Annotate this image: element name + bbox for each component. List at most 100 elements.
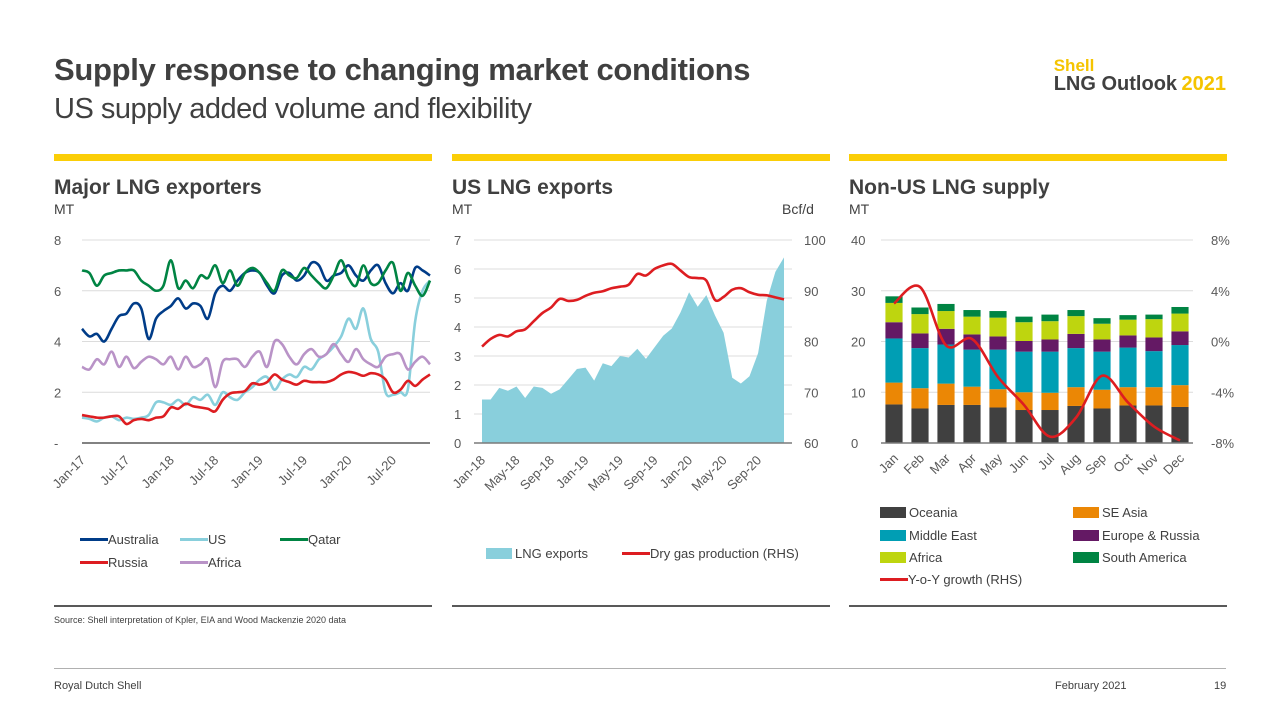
legend-swatch [880,530,906,541]
bar-segment-middle-east [911,348,929,389]
x-tick-label: Jan-18 [138,453,177,492]
legend-swatch [622,552,650,555]
bar-segment-south-america [911,307,929,315]
bar-segment-oceania [989,407,1007,443]
page-subtitle: US supply added volume and flexibility [54,93,532,125]
legend-item-qatar: Qatar [280,532,341,547]
bar-segment-oceania [1171,406,1189,443]
bar-segment-se-asia [1171,385,1189,407]
legend-label: LNG exports [515,546,588,561]
legend-label: South America [1102,550,1187,565]
legend-item-africa: Africa [180,555,241,570]
x-tick-label: Jul-19 [275,453,311,489]
y-tick-label: - [54,436,58,451]
bar-segment-middle-east [1041,351,1059,393]
x-tick-label: May [977,450,1005,478]
y-tick-label-left: 0 [454,436,461,451]
legend-label: Dry gas production (RHS) [650,546,799,561]
y-tick-label-right: -8% [1211,436,1235,451]
bar-segment-south-america [1119,315,1137,320]
bar-segment-africa [1171,313,1189,332]
chart-title: US LNG exports [452,176,614,199]
chart-us-lng-exports: 0123456760708090100Jan-18May-18Sep-18Jan… [449,233,826,494]
bar-segment-oceania [1145,405,1163,443]
bar-segment-europe-russia [1015,340,1033,352]
panel-us-lng-exports: US LNG exports MT Bcf/d 0 1 2 3 4 5 6 7 60 70 80 90… [449,154,830,607]
legend-swatch [880,578,908,581]
y-tick-label-left: 5 [454,291,461,306]
legend-label: Africa [208,555,242,570]
x-tick-label: Nov [1134,450,1161,477]
y-axis-unit: MT [849,201,870,217]
legend-swatch [486,548,512,559]
y-tick-label-right: 0% [1211,335,1230,350]
bar-segment-europe-russia [1171,331,1189,346]
x-tick-label: Oct [1110,450,1135,475]
panel-non-us-supply: Non-US LNG supply MT 0 -8% 10 -4% 20 0% 30 4% 40… [849,154,1235,607]
bar-segment-africa [1093,323,1111,340]
y-tick-label: 8 [54,233,61,248]
page-title: Supply response to changing market condi… [54,52,751,87]
panel-divider [54,605,432,607]
y-tick-label-right: 80 [804,335,818,350]
legend-swatch [180,538,208,541]
series-line-africa [81,338,431,389]
bar-segment-africa [1067,316,1085,334]
bar-segment-middle-east [1067,348,1085,388]
y-tick-label-left: 0 [851,436,858,451]
legend-swatch [1073,530,1099,541]
legend-item-yoy-growth: Y-o-Y growth (RHS) [880,572,1022,587]
legend-swatch [80,538,108,541]
series-line-dry-gas-production [481,262,785,348]
x-tick-label: Jul-20 [363,453,399,489]
bar-segment-middle-east [963,349,981,387]
bar-segment-middle-east [1119,347,1137,388]
bar-segment-oceania [1093,408,1111,443]
bar-segment-oceania [1119,405,1137,443]
bar-segment-south-america [1067,310,1085,317]
y-tick-label-right: 100 [804,233,826,248]
y-tick-label-left: 10 [851,385,865,400]
bar-segment-europe-russia [885,322,903,339]
bar-segment-europe-russia [1093,339,1111,352]
bar-segment-south-america [1145,314,1163,320]
page-number: 19 [1214,680,1227,692]
legend-label: SE Asia [1102,505,1148,520]
legend-item-lng-exports: LNG exports [486,546,588,561]
footer-company: Royal Dutch Shell [54,680,142,692]
bar-segment-south-america [1093,318,1111,324]
bar-segment-se-asia [1015,392,1033,411]
bar-segment-south-america [963,310,981,317]
x-tick-label: Jun [1006,451,1031,476]
bar-segment-europe-russia [1067,333,1085,349]
panel-accent-bar [54,154,432,161]
legend-item-dry-gas: Dry gas production (RHS) [622,546,799,561]
brand-logo: Shell LNG Outlook 2021 [1054,57,1226,95]
y-tick-label-left: 4 [454,320,461,335]
y-tick-label-right: -4% [1211,385,1235,400]
legend-swatch [80,561,108,564]
bar-segment-middle-east [989,349,1007,390]
y-tick-label-right: 60 [804,436,818,451]
bar-segment-oceania [911,408,929,443]
bar-segment-se-asia [1145,387,1163,406]
bar-segment-oceania [1041,410,1059,443]
bar-segment-se-asia [989,389,1007,408]
panel-major-exporters: Major LNG exporters MT - 2 4 6 8 Jan-17 Jul-17… [49,154,432,607]
y-axis-unit-right: Bcf/d [782,201,814,217]
legend-item-russia: Russia [80,555,148,570]
x-tick-label: Aug [1056,451,1083,478]
bar-segment-middle-east [1093,351,1111,390]
chart-major-exporters: - 2 4 6 8 Jan-17 Jul-17 Jan-18 Jul-18 Jan-19 Jul-1… [49,233,432,492]
bar-segment-south-america [1041,314,1059,322]
x-tick-label: Sep-19 [620,453,660,493]
panel-accent-bar [849,154,1227,161]
bar-segment-south-america [1015,316,1033,323]
bar-segment-oceania [885,404,903,443]
y-tick-label-left: 40 [851,233,865,248]
legend-swatch [1073,552,1099,563]
chart-title: Major LNG exporters [54,176,262,199]
bar-segment-middle-east [1171,345,1189,386]
bar-segment-se-asia [1067,387,1085,406]
